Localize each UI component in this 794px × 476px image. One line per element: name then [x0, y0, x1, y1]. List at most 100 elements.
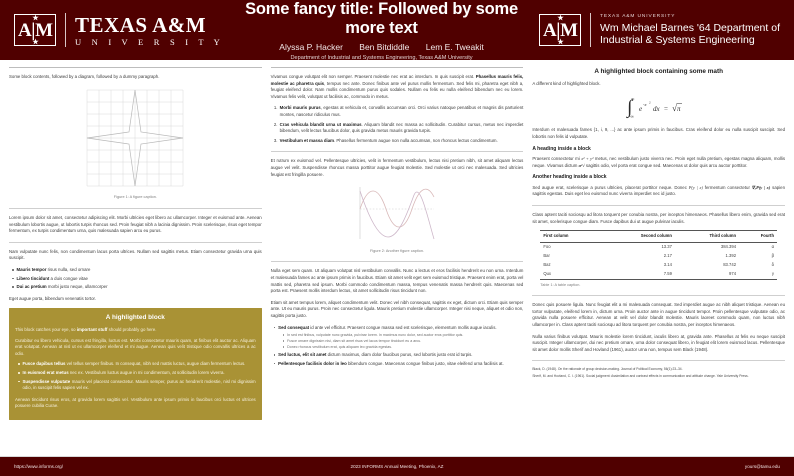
star-glyph-bottom-icon-2: ★ [557, 38, 563, 46]
table-cell: 3.14 [663, 261, 672, 267]
list-item: Libero tincidunt a duis congue vitae [12, 276, 262, 283]
svg-text:√: √ [672, 103, 677, 113]
column-left: Some block contents, followed by a diagr… [9, 67, 262, 452]
middle-rule-2 [270, 261, 524, 263]
mid-p1-bold: Phasellus mauris felis, molestie ac phar… [270, 74, 524, 86]
svg-text:π: π [677, 105, 681, 113]
wordmark-line1: TEXAS A&M [75, 12, 207, 37]
footer-email-link[interactable]: yours@tamu.edu [744, 464, 780, 469]
university-wordmark: TEXAS A&M U N I V E R S I T Y [75, 12, 225, 47]
hl-bullet-rest-2: nec ex. Vestibulum luctus augue in mi co… [68, 370, 225, 375]
mid-bullet-rest-1: id ante vel efficitur. Praesent congue m… [309, 324, 497, 330]
table-cell: γ [739, 269, 778, 280]
atm-letters-2: A | M [542, 20, 578, 41]
table-cell: 2.17 [663, 252, 672, 258]
table-cell: 974 [674, 269, 740, 280]
middle-paragraph-4: Etiam sit amet tempus lorem, aliquet con… [270, 299, 524, 319]
figure-1: Figure 1: A figure caption. [9, 86, 262, 201]
mid-bullet-lead-3: Pellentesque facilisis dolor in leo [278, 360, 347, 366]
list-item: Morbi mauris purus, egestas at vehicula … [279, 105, 524, 118]
figure-2: Figure 2: Another figure caption. [271, 183, 524, 254]
table-cell: Baz [543, 261, 551, 267]
r-p2-math2: α²√ [578, 162, 585, 168]
footer-conference-text: 2023 INFORMS Annual Meeting, Phoenix, AZ [350, 464, 444, 469]
table-row: Foo 13.37 384.394 α [540, 242, 777, 251]
poster-header: ★ A | M ★ TEXAS A&M U N I V E R S I T Y … [0, 0, 794, 61]
list-item: Suspendisse vulputate mauris vel placera… [18, 379, 256, 392]
table-header-3: Third column [674, 230, 740, 243]
star-glyph-bottom-icon: ★ [32, 38, 38, 46]
reference-entry: Sherif, M. and Hovland, C. I. (1961). So… [532, 373, 749, 378]
right-paragraph-6: Nulla varius finibus volutpat. Mauris mo… [532, 333, 786, 352]
author-list: Alyssa P. Hacker Ben Bitdiddle Lem E. Tw… [230, 42, 533, 52]
left-paragraph-1: Lorem ipsum dolor sit amet, consectetur … [9, 214, 262, 234]
middle-top-rule [270, 67, 524, 68]
table-cell: β [771, 252, 775, 258]
star-diagram-icon [87, 89, 184, 186]
author-3: Lem E. Tweakit [425, 41, 484, 52]
r-p3-pre: Sed augue erat, scelerisque a purus ultr… [532, 184, 689, 190]
hl-bullet-lead-2: In euismod erat metus [22, 370, 69, 375]
table-row: Bar 2.17 1.392 β [540, 252, 777, 261]
r-p2-math1: x² + y² [581, 156, 594, 162]
table-cell: 13.37 [661, 243, 672, 249]
left-top-rule [9, 67, 262, 68]
middle-rule-1 [270, 151, 524, 153]
r-p2-post: sagittis odio, vel porta erat congue sed… [584, 162, 748, 168]
star-glyph-icon-2: ★ [557, 14, 563, 22]
footer-website-link[interactable]: https://www.informs.org/ [14, 464, 64, 469]
references-rule [532, 360, 786, 362]
right-paragraph-5: Donec quis posuere ligula. Nunc feugiat … [532, 302, 786, 328]
svg-text:∞: ∞ [631, 97, 635, 102]
left-paragraph-2: Nam vulputate nunc felis, non condimentu… [9, 248, 262, 261]
num-rest-1: , egestas at vehicula et, convallis accu… [279, 105, 524, 117]
middle-paragraph-1: Vivamus congue volutpat elit non semper.… [271, 74, 524, 100]
dept-line2: Wm Michael Barnes '64 Department of [600, 21, 780, 34]
highlight-intro-pre: This block catches your eye, so [15, 327, 77, 333]
right-rule-1 [532, 205, 786, 207]
svg-text:∫: ∫ [626, 97, 634, 119]
list-item: In sed est finibus, vulputate nunc gravi… [283, 333, 523, 338]
num-lead-1: Morbi mauris purus [279, 105, 321, 111]
department-logo-right: ★ A | M ★ TEXAS A&M UNIVERSITY Wm Michae… [538, 13, 780, 47]
mid-bullet-lead-2: Sed luctus, elit sit amet [278, 352, 327, 358]
table-head: First column Second column Third column … [540, 230, 778, 243]
mid-p1-pre: Vivamus congue volutpat elit non semper.… [270, 74, 476, 79]
list-item: Sed consequat id ante vel efficitur. Pra… [273, 324, 524, 350]
left-rule-2 [9, 241, 262, 243]
r-p3-mid: fermentum consectetur [702, 184, 752, 190]
table-row: Qux 7.59 974 γ [540, 269, 778, 280]
left-paragraph-3: Eget augue porta, bibendum venenatis tor… [9, 295, 96, 301]
wordmark-line2: U N I V E R S I T Y [75, 36, 225, 47]
list-item: Donec rhoncus vestibulum erat, quis aliq… [283, 345, 523, 350]
hl-bullet-rest-3: mauris vel placerat consectetur. Mauris … [22, 378, 256, 391]
highlighted-block-left: A highlighted block This block catches y… [9, 308, 262, 420]
table-cell: Bar [543, 252, 550, 258]
mid-bullet-rest-3: bibendum congue. Maecenas congue finibus… [346, 360, 504, 366]
right-math-intro: A different kind of highlighted block. [532, 80, 601, 86]
table-cell: 7.59 [601, 269, 675, 280]
figure-2-caption: Figure 2: Another figure caption. [369, 248, 425, 253]
dept-divider [590, 13, 591, 47]
dept-line1: TEXAS A&M UNIVERSITY [600, 14, 676, 20]
university-logo-left: ★ A | M ★ TEXAS A&M U N I V E R S I T Y [14, 13, 224, 47]
title-block: Some fancy title: Followed by some more … [224, 0, 539, 61]
poster-footer: https://www.informs.org/ 2023 INFORMS An… [0, 457, 794, 476]
right-heading-2: Another heading inside a block [532, 174, 607, 181]
num-rest-2: . Aliquam blandit nec massa ac sollicitu… [279, 121, 524, 134]
svg-text:dx: dx [653, 105, 661, 113]
column-right: A highlighted block containing some math… [532, 67, 786, 452]
highlight-paragraph: Curabitur eu libero vehicula, cursus est… [15, 337, 256, 356]
bullet-rest-3: morbi justo neque, ullamcorper [46, 284, 108, 290]
texas-am-athletic-logo-secondary-icon: ★ A | M ★ [538, 14, 581, 46]
left-intro-paragraph: Some block contents, followed by a diagr… [9, 74, 160, 79]
list-item: Fusce ornare dignissim nisi, diam sit am… [283, 339, 523, 344]
bullet-rest-2: a duis congue vitae [49, 275, 88, 281]
left-rule-1 [9, 207, 262, 209]
table-row: Baz 3.14 83.742 δ [540, 261, 777, 270]
highlight-bullet-list: Fusce dapibus tellus vel tellus semper f… [18, 361, 256, 391]
svg-text:2: 2 [649, 101, 651, 105]
table-header-1: First column [540, 230, 602, 243]
r-p3-math2: ∇ₓP(y | x) [751, 184, 771, 190]
